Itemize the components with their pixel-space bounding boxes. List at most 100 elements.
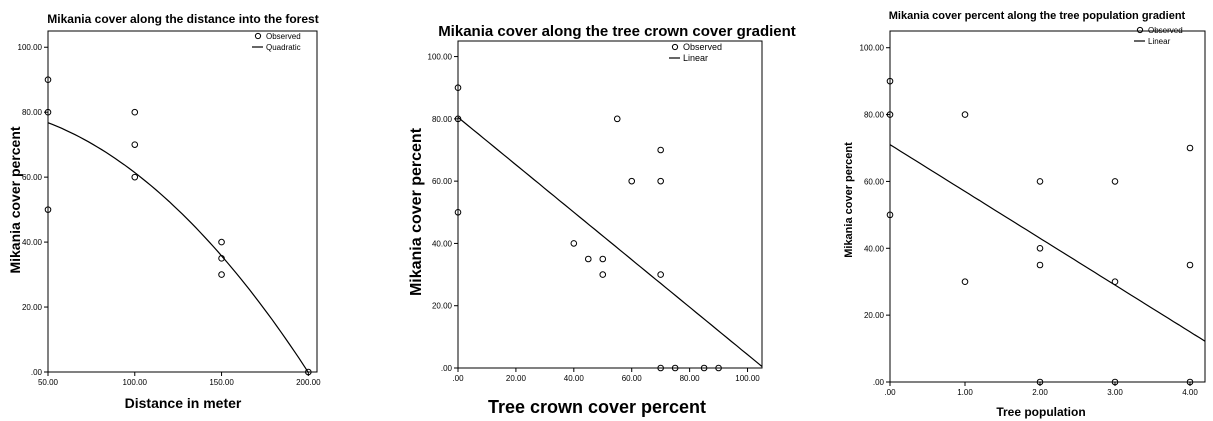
data-point xyxy=(599,271,607,278)
y-tick-label: 100.00 xyxy=(428,53,453,62)
data-point xyxy=(454,208,462,216)
x-tick-label: 200.00 xyxy=(296,378,321,387)
x-tick-label: 40.00 xyxy=(564,374,585,383)
y-tick-label: .00 xyxy=(31,368,43,377)
data-point xyxy=(1186,261,1194,269)
y-tick-label: 60.00 xyxy=(22,173,43,182)
fit-line xyxy=(890,144,1205,342)
data-point xyxy=(570,240,578,247)
data-point xyxy=(961,111,969,118)
legend-observed-label: Observed xyxy=(266,32,301,41)
y-axis-label: Mikania cover percent xyxy=(843,142,855,258)
y-tick-label: 20.00 xyxy=(864,311,885,320)
data-point xyxy=(44,108,52,116)
data-point xyxy=(131,141,139,148)
y-tick-label: 40.00 xyxy=(864,244,885,253)
y-tick-label: .00 xyxy=(441,364,453,373)
y-axis-label: Mikania cover percent xyxy=(408,127,425,296)
data-point xyxy=(1186,144,1194,152)
x-tick-label: .00 xyxy=(884,388,896,397)
y-tick-label: 60.00 xyxy=(432,177,453,186)
legend-observed-label: Observed xyxy=(683,42,722,52)
y-tick-label: 40.00 xyxy=(22,238,43,247)
x-tick-label: 3.00 xyxy=(1107,388,1123,397)
data-point xyxy=(1036,261,1044,269)
y-axis-label: Mikania cover percent xyxy=(7,126,23,273)
y-tick-label: 100.00 xyxy=(18,43,43,52)
y-tick-label: 100.00 xyxy=(860,44,885,53)
x-axis-label: Distance in meter xyxy=(125,395,242,411)
data-point xyxy=(218,238,225,246)
x-tick-label: 1.00 xyxy=(957,388,973,397)
x-tick-label: 50.00 xyxy=(38,378,59,387)
data-point xyxy=(1111,378,1119,386)
data-point xyxy=(1186,378,1194,386)
chart-panel-distance: Mikania cover along the distance into th… xyxy=(0,0,335,421)
chart-panel-tree-population: Mikania cover percent along the tree pop… xyxy=(835,0,1213,421)
data-point xyxy=(657,146,664,154)
chart-distance: Mikania cover along the distance into th… xyxy=(7,12,321,411)
data-point xyxy=(218,271,225,278)
chart-title: Mikania cover along the distance into th… xyxy=(47,12,318,26)
legend-observed-marker xyxy=(671,43,679,51)
y-tick-label: 80.00 xyxy=(432,115,453,124)
data-point xyxy=(657,271,664,278)
chart-crown-cover: Mikania cover along the tree crown cover… xyxy=(408,23,796,417)
x-axis-label: Tree population xyxy=(996,405,1085,419)
data-point xyxy=(1111,178,1119,185)
data-point xyxy=(1036,378,1044,386)
y-tick-label: 80.00 xyxy=(864,111,885,120)
chart-tree-population: Mikania cover percent along the tree pop… xyxy=(843,10,1206,419)
data-point xyxy=(131,173,139,181)
data-point xyxy=(671,364,679,372)
x-tick-label: 20.00 xyxy=(506,374,527,383)
data-point xyxy=(1036,178,1044,185)
data-point xyxy=(218,255,225,262)
plot-frame xyxy=(47,30,318,373)
data-point xyxy=(657,364,664,372)
y-tick-label: 20.00 xyxy=(22,303,43,312)
data-point xyxy=(628,177,636,185)
data-point xyxy=(1111,278,1119,286)
y-tick-label: 60.00 xyxy=(864,177,885,186)
x-tick-label: 150.00 xyxy=(209,378,234,387)
chart-title: Mikania cover percent along the tree pop… xyxy=(889,10,1186,22)
chart-title: Mikania cover along the tree crown cover… xyxy=(438,23,796,40)
data-point xyxy=(599,255,607,263)
data-point xyxy=(700,364,708,372)
x-tick-label: 100.00 xyxy=(735,374,760,383)
fit-line xyxy=(48,122,309,372)
data-point xyxy=(454,84,462,92)
x-tick-label: 4.00 xyxy=(1182,388,1198,397)
data-point xyxy=(961,278,969,286)
chart-panel-crown-cover: Mikania cover along the tree crown cover… xyxy=(405,0,830,421)
y-tick-label: .00 xyxy=(873,378,885,387)
fit-line xyxy=(458,116,762,367)
plot-frame xyxy=(457,40,763,369)
data-point xyxy=(44,206,52,213)
y-tick-label: 40.00 xyxy=(432,239,453,248)
data-point xyxy=(886,211,894,219)
x-tick-label: 80.00 xyxy=(680,374,701,383)
data-point xyxy=(305,368,312,376)
plot-frame xyxy=(889,30,1206,383)
legend-observed-marker xyxy=(1136,26,1144,34)
data-point xyxy=(584,255,592,263)
x-axis-label: Tree crown cover percent xyxy=(488,397,706,417)
data-point xyxy=(44,76,52,84)
legend-fit-label: Linear xyxy=(683,53,708,63)
x-tick-label: 2.00 xyxy=(1032,388,1048,397)
legend-observed-marker xyxy=(254,32,262,40)
data-point xyxy=(1036,244,1044,252)
legend-fit-label: Quadratic xyxy=(266,43,301,52)
data-point xyxy=(454,115,462,123)
data-point xyxy=(715,364,722,372)
data-point xyxy=(657,177,664,185)
x-tick-label: .00 xyxy=(452,374,464,383)
data-point xyxy=(131,108,139,116)
legend-fit-label: Linear xyxy=(1148,37,1171,46)
y-tick-label: 20.00 xyxy=(432,302,453,311)
x-tick-label: 60.00 xyxy=(622,374,643,383)
data-point xyxy=(886,77,894,85)
data-point xyxy=(613,115,621,123)
